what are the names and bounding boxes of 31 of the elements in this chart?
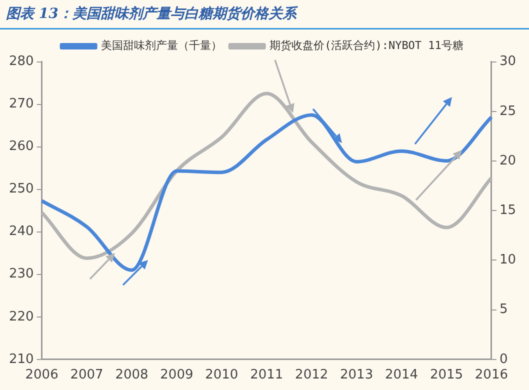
- y2-tick-label: 0: [499, 352, 508, 367]
- x-tick-label: 2011: [250, 368, 284, 383]
- y-tick-label: 270: [8, 96, 34, 112]
- y-tick-label: 210: [8, 352, 34, 367]
- y2-tick-label: 20: [499, 153, 516, 168]
- x-tick-label: 2008: [115, 368, 148, 383]
- y2-tick-label: 25: [499, 104, 516, 119]
- line-series: [40, 92, 494, 260]
- y-tick-label: 260: [8, 139, 34, 154]
- y2-tick-label: 5: [499, 302, 508, 318]
- x-tick-label: 2016: [474, 368, 508, 383]
- y-tick-label: 230: [8, 266, 34, 282]
- y-tick-label: 250: [8, 182, 34, 197]
- x-tick-label: 2009: [160, 368, 194, 383]
- y2-tick-label: 10: [499, 252, 516, 268]
- chart-title: 图表 13：美国甜味剂产量与白糖期货价格关系: [6, 5, 298, 22]
- x-tick-label: 2012: [295, 368, 328, 383]
- x-tick-label: 2010: [205, 368, 238, 383]
- legend-label: 期货收盘价(活跃合约):NYBOT 11号糖: [270, 39, 464, 52]
- x-tick-label: 2013: [340, 368, 374, 383]
- x-tick-label: 2014: [384, 368, 418, 383]
- y-tick-label: 220: [8, 309, 34, 324]
- x-tick-label: 2015: [430, 368, 464, 383]
- line-series: [40, 113, 494, 272]
- legend-label: 美国甜味剂产量（千量）: [101, 39, 222, 52]
- y-tick-label: 240: [8, 224, 34, 240]
- y-tick-label: 280: [8, 54, 34, 70]
- x-tick-label: 2007: [70, 368, 104, 383]
- y2-tick-label: 30: [499, 54, 516, 70]
- x-tick-label: 2006: [25, 368, 58, 383]
- y2-tick-label: 15: [499, 202, 516, 218]
